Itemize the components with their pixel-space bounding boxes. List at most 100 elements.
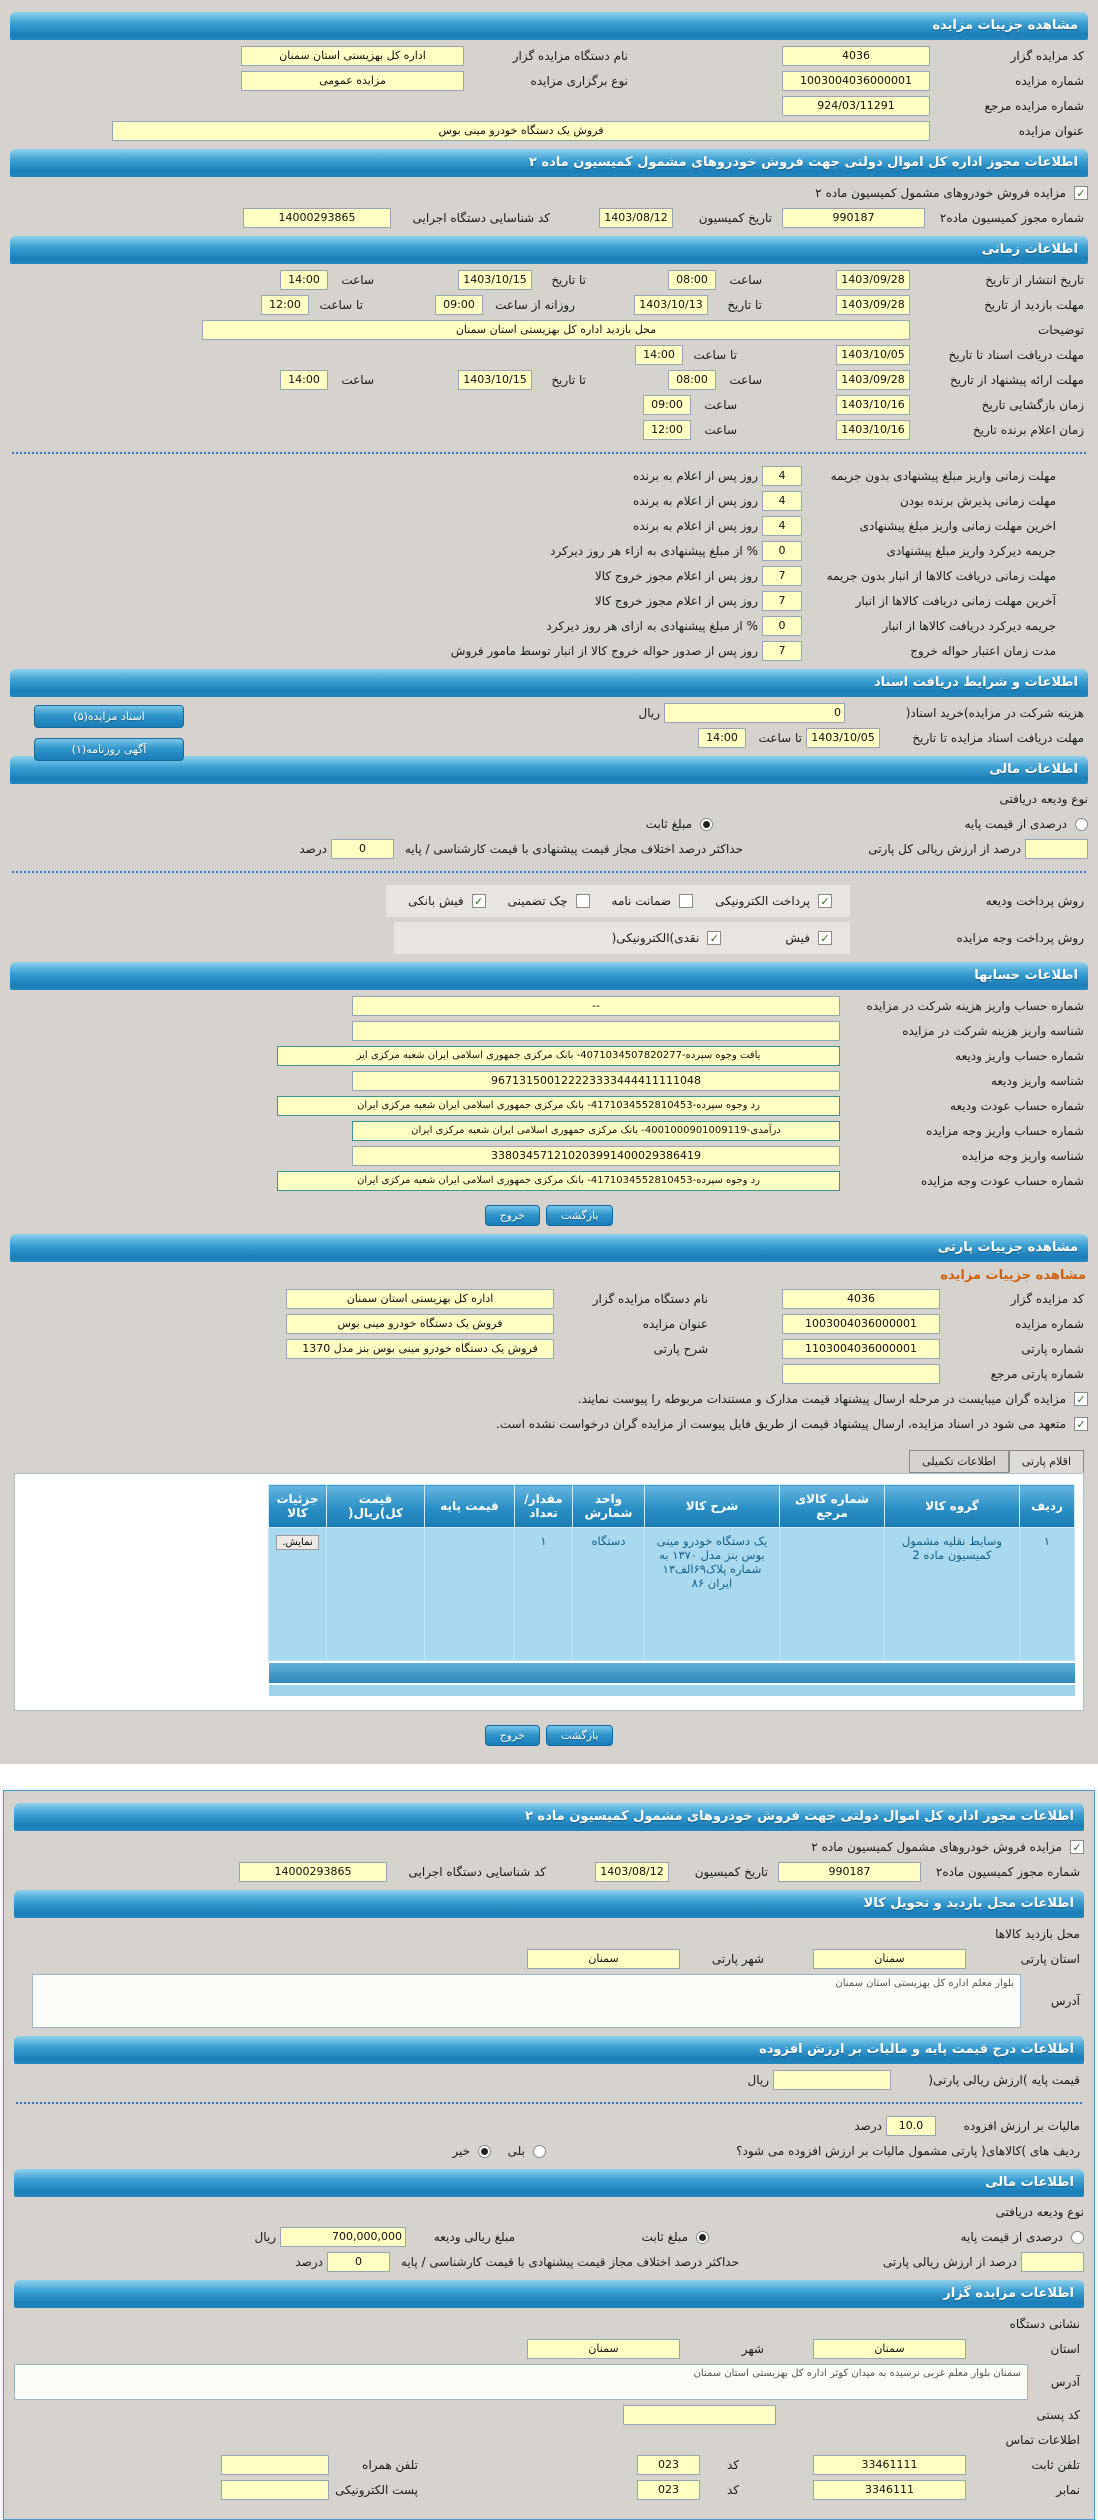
input-value[interactable]: سمنان بلوار معلم غربی نرسیده به میدان کو… xyxy=(14,2364,1028,2400)
input-value[interactable] xyxy=(221,2455,329,2475)
input-value[interactable]: درآمدی-4001000901009119- بانک مرکزی جمهو… xyxy=(352,1121,840,1141)
input-value[interactable]: 1403/08/12 xyxy=(595,1862,669,1882)
input-value[interactable]: 14:00 xyxy=(698,728,746,748)
input-value[interactable]: سمنان xyxy=(527,1949,680,1969)
input-value[interactable]: 7 xyxy=(762,641,802,661)
input-value[interactable]: 33461111 xyxy=(813,2455,966,2475)
input-value[interactable]: 023 xyxy=(637,2455,700,2475)
input-value[interactable] xyxy=(773,2070,891,2090)
checkbox[interactable]: ✓ xyxy=(1074,186,1088,200)
input-value[interactable] xyxy=(352,1021,840,1041)
checkbox[interactable]: ✓ xyxy=(818,894,832,908)
checkbox[interactable]: ✓ xyxy=(1074,1392,1088,1406)
input-value[interactable] xyxy=(623,2405,776,2425)
input-value[interactable]: رد وجوه سپرده-4171034552810453- بانک مرک… xyxy=(277,1096,840,1116)
input-value[interactable]: 700,000,000 xyxy=(280,2227,406,2247)
input-value[interactable]: 14000293865 xyxy=(243,208,391,228)
tab-parti-items[interactable]: اقلام پارتی xyxy=(1008,1450,1084,1473)
input-value[interactable]: اداره کل بهزیستی استان سمنان xyxy=(241,46,464,66)
checkbox[interactable]: ✓ xyxy=(1074,1417,1088,1431)
radio[interactable] xyxy=(1075,817,1088,831)
input-value[interactable]: 08:00 xyxy=(668,370,716,390)
checkbox[interactable]: ✓ xyxy=(707,931,722,945)
input-value[interactable]: 967131500122223333444411111048 xyxy=(352,1071,840,1091)
input-value[interactable]: 990187 xyxy=(778,1862,921,1882)
input-value[interactable] xyxy=(1021,2252,1084,2272)
tab-extra-info[interactable]: اطلاعات تکمیلی xyxy=(909,1450,1009,1473)
input-value[interactable]: 1403/08/12 xyxy=(599,208,673,228)
radio[interactable] xyxy=(1071,2230,1084,2244)
input-value[interactable] xyxy=(221,2480,329,2500)
exit-button[interactable]: خروج xyxy=(484,1725,540,1746)
radio[interactable] xyxy=(533,2144,546,2158)
input-value[interactable]: 14:00 xyxy=(280,370,328,390)
input-value[interactable]: 023 xyxy=(637,2480,700,2500)
input-value[interactable] xyxy=(782,1364,940,1384)
input-value[interactable]: 4036 xyxy=(782,46,930,66)
input-value[interactable]: 14:00 xyxy=(635,345,683,365)
input-value[interactable] xyxy=(1025,839,1088,859)
input-value[interactable]: 338034571210203991400029386419 xyxy=(352,1146,840,1166)
input-value[interactable]: 4 xyxy=(762,466,802,486)
input-value[interactable]: 4 xyxy=(762,516,802,536)
input-value[interactable]: 09:00 xyxy=(435,295,483,315)
input-value[interactable]: سمنان xyxy=(813,2339,966,2359)
input-value[interactable]: 1403/10/16 xyxy=(836,420,910,440)
input-value[interactable]: 1003004036000001 xyxy=(782,71,930,91)
checkbox[interactable] xyxy=(679,894,694,908)
input-value[interactable]: 1403/10/05 xyxy=(836,345,910,365)
checkbox[interactable] xyxy=(575,894,590,908)
input-value[interactable]: 0 xyxy=(762,616,802,636)
input-value[interactable]: 0 xyxy=(762,541,802,561)
input-value[interactable]: مزایده عمومی xyxy=(241,71,464,91)
input-value[interactable]: 0 xyxy=(327,2252,390,2272)
input-value[interactable]: 1403/10/15 xyxy=(458,270,532,290)
input-value[interactable]: اداره کل بهزیستی استان سمنان xyxy=(286,1289,554,1309)
exit-button[interactable]: خروج xyxy=(484,1205,540,1226)
input-value[interactable]: 0 xyxy=(664,703,845,723)
input-value[interactable]: 4 xyxy=(762,491,802,511)
input-value[interactable]: 1403/09/28 xyxy=(836,270,910,290)
input-value[interactable]: 7 xyxy=(762,591,802,611)
input-value[interactable]: 10.0 xyxy=(886,2116,936,2136)
input-value[interactable]: فروش یک دستگاه خودرو مینی بوس xyxy=(112,121,930,141)
input-value[interactable]: 09:00 xyxy=(643,395,691,415)
auction-docs-button[interactable]: اسناد مزایده(۵) xyxy=(34,705,184,728)
input-value[interactable]: 1403/10/16 xyxy=(836,395,910,415)
input-value[interactable]: فروش یک دستگاه خودرو مینی بوس بنز مدل 13… xyxy=(286,1339,554,1359)
input-value[interactable]: 0 xyxy=(331,839,394,859)
input-value[interactable]: 12:00 xyxy=(643,420,691,440)
input-value[interactable]: 990187 xyxy=(782,208,925,228)
input-value[interactable]: یافت وجوه سپرده-4071034507820277- بانک م… xyxy=(277,1046,840,1066)
input-value[interactable]: سمنان xyxy=(527,2339,680,2359)
checkbox[interactable]: ✓ xyxy=(818,931,832,945)
input-value[interactable]: 14:00 xyxy=(280,270,328,290)
radio[interactable] xyxy=(696,2230,709,2244)
radio[interactable] xyxy=(700,817,713,831)
input-value[interactable]: 14000293865 xyxy=(239,1862,387,1882)
input-value[interactable]: 1403/10/15 xyxy=(458,370,532,390)
input-value[interactable]: سمنان xyxy=(813,1949,966,1969)
input-value[interactable]: 7 xyxy=(762,566,802,586)
input-value[interactable]: 1003004036000001 xyxy=(782,1314,940,1334)
input-value[interactable]: 3346111 xyxy=(813,2480,966,2500)
input-value[interactable]: 1403/09/28 xyxy=(836,295,910,315)
input-value[interactable]: بلوار معلم اداره کل بهزیستی استان سمنان xyxy=(32,1974,1021,2028)
input-value[interactable]: 12:00 xyxy=(261,295,309,315)
input-value[interactable]: محل بازدید اداره کل بهزیستی استان سمنان xyxy=(202,320,910,340)
item-details-button[interactable]: نمایش. xyxy=(276,1535,319,1550)
input-value[interactable]: فروش یک دستگاه خودرو مینی بوس xyxy=(286,1314,554,1334)
input-value[interactable]: 1403/10/05 xyxy=(806,728,880,748)
newspaper-ad-button[interactable]: آگهی روزنامه(۱) xyxy=(34,738,184,761)
radio[interactable] xyxy=(478,2144,491,2158)
checkbox[interactable]: ✓ xyxy=(471,894,486,908)
auction-details-link[interactable]: مشاهده جزییات مزایده xyxy=(940,1268,1086,1283)
input-value[interactable]: 1403/10/13 xyxy=(634,295,708,315)
input-value[interactable]: رد وجوه سپرده-4171034552810453- بانک مرک… xyxy=(277,1171,840,1191)
back-button[interactable]: بازگشت xyxy=(545,1725,614,1746)
checkbox[interactable]: ✓ xyxy=(1070,1840,1084,1854)
input-value[interactable]: 08:00 xyxy=(668,270,716,290)
back-button[interactable]: بازگشت xyxy=(545,1205,614,1226)
input-value[interactable]: 1403/09/28 xyxy=(836,370,910,390)
input-value[interactable]: 4036 xyxy=(782,1289,940,1309)
